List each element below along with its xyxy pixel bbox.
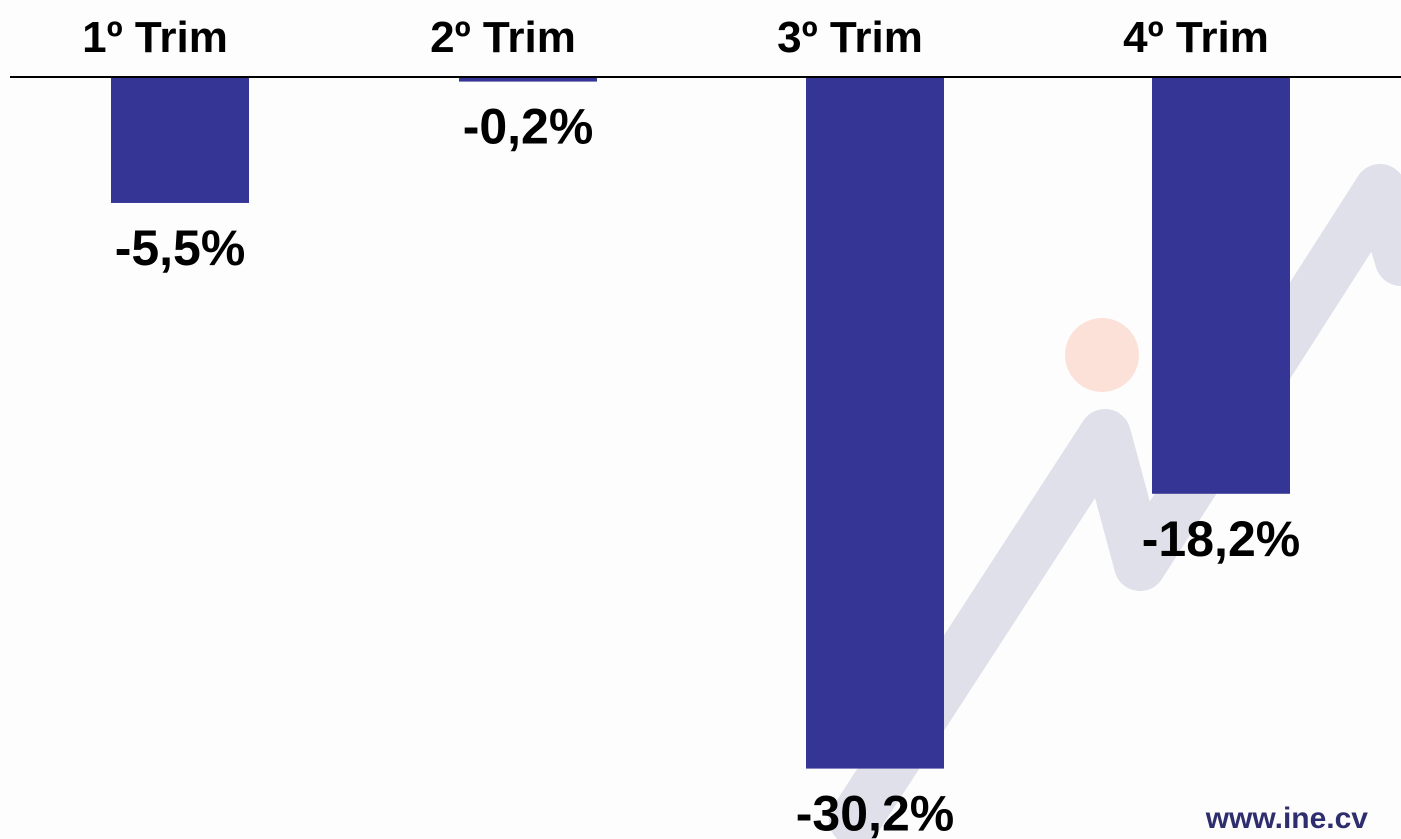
logo-dot <box>1065 318 1139 392</box>
category-label-4: 4º Trim <box>1123 13 1269 62</box>
value-label-4: -18,2% <box>1142 511 1300 567</box>
category-labels: 1º Trim 2º Trim 3º Trim 4º Trim <box>82 13 1269 62</box>
logo-zigzag-line <box>829 164 1401 839</box>
category-label-1: 1º Trim <box>82 13 228 62</box>
bar-4 <box>1152 77 1290 494</box>
bar-1 <box>111 77 249 203</box>
bar-3 <box>806 77 944 769</box>
category-label-3: 3º Trim <box>777 13 923 62</box>
watermark-url: www.ine.cv <box>1205 802 1369 835</box>
value-label-1: -5,5% <box>115 220 246 276</box>
ine-logo-watermark <box>829 164 1401 839</box>
value-labels: -5,5% -0,2% -30,2% -18,2% <box>115 99 1301 839</box>
bar-2 <box>459 77 597 82</box>
value-label-3: -30,2% <box>796 786 954 839</box>
category-label-2: 2º Trim <box>430 13 576 62</box>
value-label-2: -0,2% <box>463 99 594 155</box>
bars-group <box>111 77 1290 769</box>
